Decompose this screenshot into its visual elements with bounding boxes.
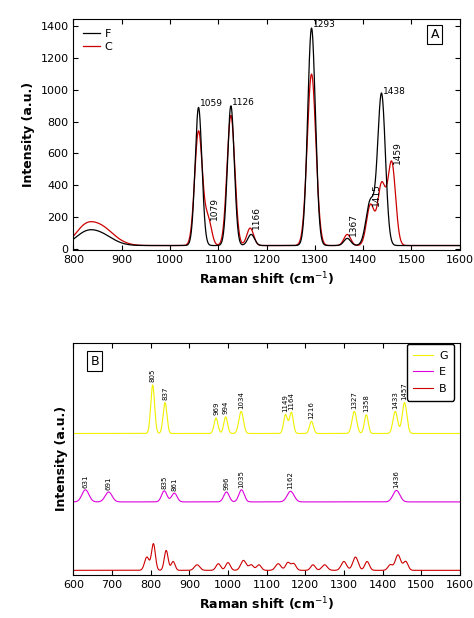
E [299, 498, 305, 506]
Text: 1327: 1327 [351, 391, 357, 408]
C [71, 232, 76, 240]
E [135, 498, 141, 506]
B [210, 566, 216, 574]
E [457, 498, 463, 506]
F [457, 242, 463, 249]
G [71, 430, 76, 437]
C [244, 232, 249, 239]
Text: B: B [91, 355, 99, 368]
G [316, 430, 322, 437]
Line: C: C [73, 74, 460, 245]
Text: 1438: 1438 [383, 87, 406, 96]
E [90, 497, 96, 504]
Text: 835: 835 [161, 475, 167, 489]
Text: 1433: 1433 [392, 391, 398, 408]
Text: 994: 994 [223, 401, 228, 414]
Text: 1162: 1162 [288, 472, 293, 489]
C [423, 242, 429, 249]
G [457, 430, 463, 437]
E [210, 498, 216, 506]
Text: 1149: 1149 [283, 394, 289, 412]
F [309, 24, 314, 32]
B [299, 567, 305, 574]
G [357, 428, 363, 436]
X-axis label: Raman shift (cm$^{-1}$): Raman shift (cm$^{-1}$) [199, 595, 334, 613]
F [244, 237, 249, 245]
Text: 1126: 1126 [232, 98, 255, 107]
Text: 1459: 1459 [393, 141, 402, 164]
C [163, 242, 168, 249]
X-axis label: Raman shift (cm$^{-1}$): Raman shift (cm$^{-1}$) [199, 271, 334, 289]
Text: 1457: 1457 [401, 382, 408, 400]
Text: 969: 969 [213, 402, 219, 415]
C [309, 70, 314, 78]
Line: E: E [73, 490, 460, 502]
Text: 1166: 1166 [252, 206, 261, 229]
F [71, 235, 76, 243]
Text: 631: 631 [82, 474, 89, 488]
Text: 1079: 1079 [210, 197, 219, 220]
Text: 1035: 1035 [238, 470, 245, 488]
B [378, 567, 383, 574]
C [164, 242, 170, 249]
Text: A: A [430, 28, 439, 41]
Y-axis label: Intensity (a.u.): Intensity (a.u.) [22, 82, 35, 187]
B [316, 566, 322, 574]
B [357, 563, 363, 570]
E [378, 498, 383, 506]
Text: 1415: 1415 [372, 183, 381, 206]
B [71, 567, 76, 574]
F [216, 242, 222, 249]
Text: 996: 996 [223, 476, 229, 490]
G [210, 424, 216, 431]
F [164, 242, 170, 249]
E [71, 498, 76, 506]
Legend: F, C: F, C [79, 24, 117, 56]
Text: 861: 861 [171, 477, 177, 491]
Legend: G, E, B: G, E, B [407, 344, 454, 400]
C [457, 242, 463, 249]
Text: 1216: 1216 [309, 401, 314, 419]
Text: 1164: 1164 [288, 392, 294, 410]
Text: 1367: 1367 [349, 213, 358, 235]
C [160, 242, 166, 249]
F [414, 242, 419, 249]
F [454, 242, 460, 249]
B [151, 540, 156, 548]
Line: B: B [73, 544, 460, 570]
Y-axis label: Intensity (a.u.): Intensity (a.u.) [55, 406, 68, 512]
Text: 691: 691 [106, 476, 111, 490]
G [378, 430, 383, 437]
E [357, 498, 363, 506]
Text: 1034: 1034 [238, 391, 244, 408]
Text: 1293: 1293 [313, 20, 336, 29]
Line: G: G [73, 385, 460, 433]
Text: 1436: 1436 [393, 470, 400, 488]
Text: 805: 805 [150, 369, 155, 383]
C [454, 242, 460, 249]
F [163, 242, 168, 249]
G [150, 381, 155, 389]
E [82, 486, 88, 494]
B [457, 567, 463, 574]
Line: F: F [73, 28, 460, 245]
C [216, 240, 222, 248]
B [90, 567, 96, 574]
G [90, 430, 96, 437]
Text: 837: 837 [162, 386, 168, 400]
Text: 1059: 1059 [200, 99, 223, 108]
Text: 1358: 1358 [363, 394, 369, 412]
F [160, 242, 166, 249]
E [316, 498, 322, 506]
G [299, 430, 305, 437]
